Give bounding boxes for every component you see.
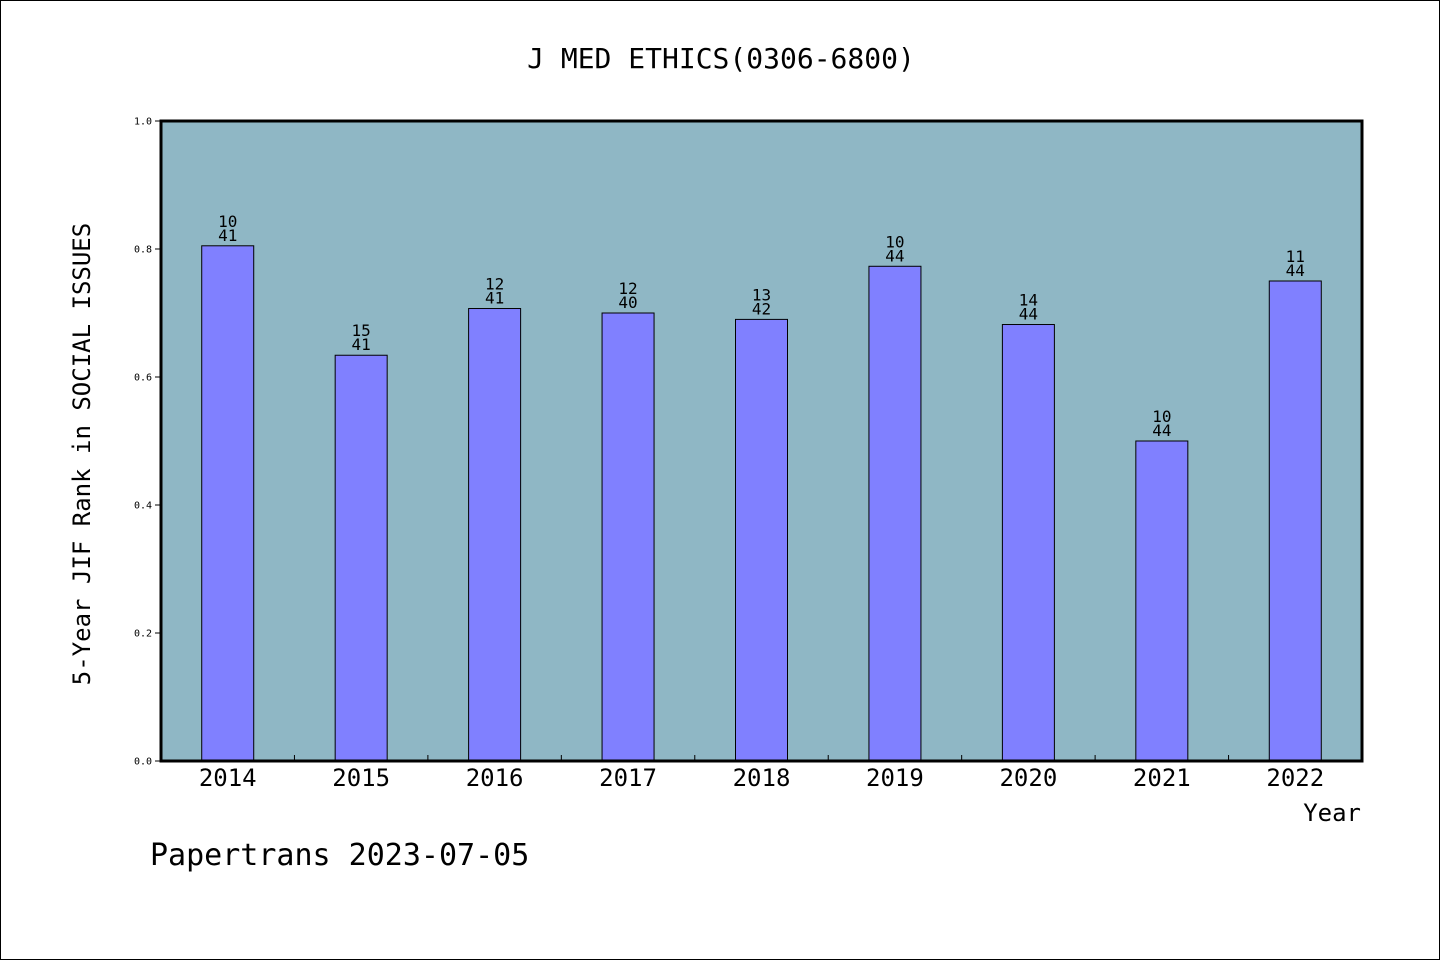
data-label-total-2015: 41 [352,335,371,354]
x-tick-label-2015: 2015 [332,764,390,792]
y-tick-label: 0.4 [134,501,152,512]
bar-2021 [1135,440,1189,762]
bar-2017 [601,312,655,762]
data-label-total-2021: 44 [1152,421,1171,440]
data-label-rank-2020: 14 [1019,291,1038,310]
y-axis-label: 5-Year JIF Rank in SOCIAL ISSUES [68,223,96,685]
x-ticks-group: 2014 2015 2016 2017 2018 2019 2020 2021 2022 [199,755,1324,792]
x-tick-label-2019: 2019 [866,764,924,792]
data-label-total-2017: 40 [618,293,637,312]
footer-credit: Papertrans 2023-07-05 [150,838,529,873]
y-tick-label: 0.0 [134,757,152,768]
bar-2022 [1268,280,1322,762]
data-label-rank-2014: 10 [218,212,237,231]
plot-frame [159,119,1364,763]
y-tick-label: 0.6 [134,373,152,384]
y-tick-label: 1.0 [134,117,152,128]
x-axis-label: Year [1303,799,1361,827]
data-label-total-2019: 44 [885,246,904,265]
data-label-rank-2018: 13 [752,285,771,304]
data-label-rank-2017: 12 [618,279,637,298]
bar-2016 [468,308,522,762]
x-tick-label-2020: 2020 [999,764,1057,792]
data-label-total-2016: 41 [485,289,504,308]
data-label-rank-2022: 11 [1286,247,1305,266]
bar-2018 [735,318,788,762]
data-label-rank-2021: 10 [1152,407,1171,426]
x-tick-label-2017: 2017 [599,764,657,792]
chart-title: J MED ETHICS(0306-6800) [527,42,915,75]
x-tick-label-2016: 2016 [466,764,524,792]
data-label-total-2020: 44 [1019,305,1038,324]
x-tick-label-2018: 2018 [733,764,791,792]
x-tick-label-2021: 2021 [1133,764,1191,792]
data-label-rank-2016: 12 [485,275,504,294]
data-label-total-2018: 42 [752,299,771,318]
bar-2014 [201,245,255,762]
y-tick-label: 0.2 [134,629,152,640]
bar-2019 [868,265,922,762]
x-tick-label-2022: 2022 [1266,764,1324,792]
y-tick-label: 0.8 [134,245,152,256]
bar-2020 [1001,324,1055,762]
y-ticks-group: 0.0 0.2 0.4 0.6 0.8 1.0 [134,117,161,768]
bar-2015 [334,354,388,762]
data-label-total-2014: 41 [218,226,237,245]
x-tick-label-2014: 2014 [199,764,257,792]
data-label-rank-2019: 10 [885,232,904,251]
data-label-rank-2015: 15 [352,321,371,340]
data-label-total-2022: 44 [1286,261,1305,280]
